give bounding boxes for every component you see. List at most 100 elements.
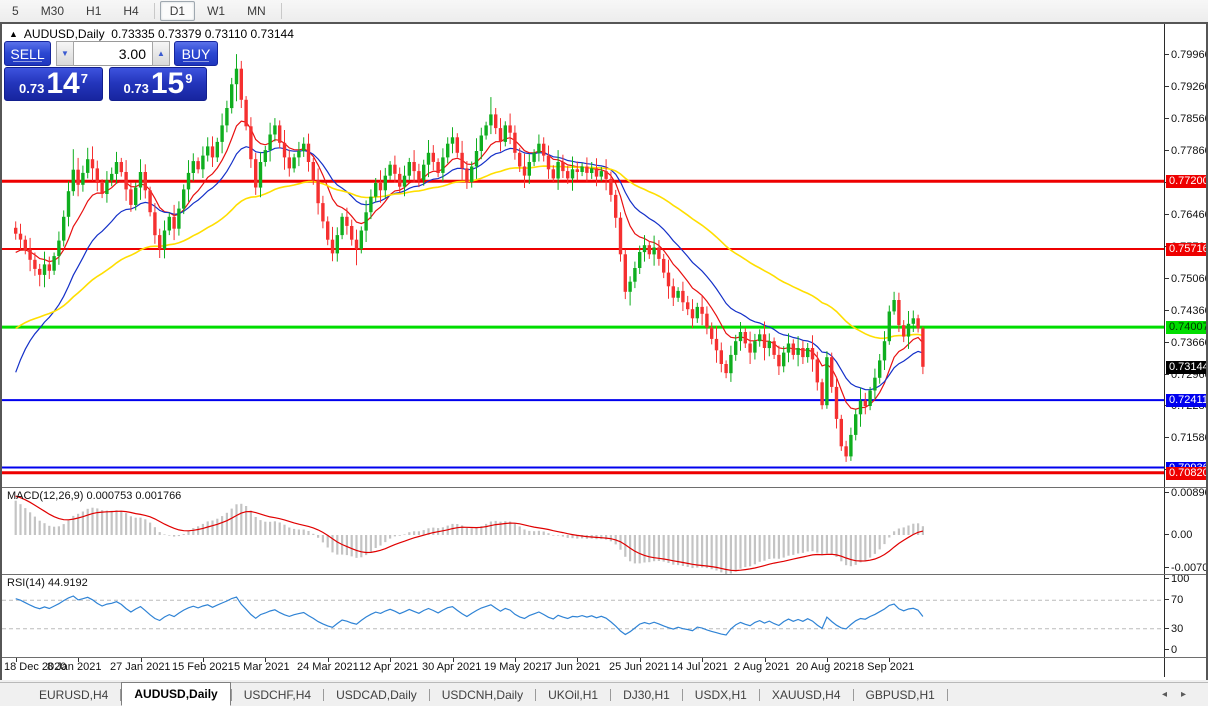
- candle-body: [892, 300, 896, 312]
- candle-body: [479, 135, 483, 151]
- timeframe-button-d1[interactable]: D1: [159, 1, 196, 21]
- macd-histogram-bar: [19, 504, 22, 535]
- timeframe-button-h1[interactable]: H1: [86, 4, 102, 18]
- macd-histogram-bar: [806, 535, 809, 552]
- main-chart-plot[interactable]: ▲ AUDUSD,Daily 0.73335 0.73379 0.73110 0.…: [2, 24, 1165, 487]
- macd-histogram-bar: [360, 535, 363, 558]
- candle-body: [287, 157, 291, 169]
- candle-body: [215, 141, 219, 158]
- chart-tab-usdx-h1[interactable]: USDX,H1: [694, 687, 747, 702]
- macd-histogram-bar: [427, 528, 430, 535]
- candle-body: [167, 216, 171, 231]
- date-label: 7 Jun 2021: [546, 661, 601, 673]
- macd-histogram-bar: [432, 527, 435, 535]
- candle-body: [330, 239, 335, 254]
- candle-body: [148, 190, 152, 213]
- candle-body: [729, 354, 733, 374]
- chart-tab-usdchf-h4[interactable]: USDCHF,H4: [243, 687, 312, 702]
- sell-price-base: 0.73: [19, 81, 45, 96]
- sell-price-button[interactable]: 0.73 14 7: [4, 67, 103, 101]
- candle-body: [119, 162, 123, 173]
- macd-histogram-bar: [696, 535, 699, 568]
- candle-body: [393, 164, 397, 174]
- macd-histogram-bar: [734, 535, 737, 572]
- candle-body: [657, 247, 661, 259]
- sell-underline: [13, 61, 42, 62]
- chart-tab-ukoil-h1[interactable]: UKOil,H1: [548, 687, 599, 702]
- macd-plot[interactable]: MACD(12,26,9) 0.000753 0.001766: [2, 488, 1165, 574]
- ohlc-values: 0.73335 0.73379 0.73110 0.73144: [111, 27, 294, 41]
- candle-body: [738, 332, 743, 342]
- chart-tab-usdcnh-daily[interactable]: USDCNH,Daily: [441, 687, 524, 702]
- macd-histogram-bar: [379, 535, 382, 546]
- macd-histogram-bar: [67, 520, 70, 535]
- chart-tab-xauusd-h4[interactable]: XAUUSD,H4: [771, 687, 841, 702]
- date-tick: [577, 658, 578, 662]
- rsi-tick-label: 30: [1165, 623, 1206, 635]
- chart-tab-eurusd-h4[interactable]: EURUSD,H4: [39, 687, 109, 702]
- timeframe-button-w1[interactable]: W1: [207, 4, 226, 18]
- candle-body: [398, 173, 402, 187]
- rsi-plot[interactable]: RSI(14) 44.9192: [2, 575, 1165, 657]
- candle-body: [52, 256, 56, 271]
- tab-scroll-nav: ◂ ▸: [1162, 683, 1208, 706]
- date-axis[interactable]: 18 Dec 2020 8 Jan 2021 27 Jan 2021 15 Feb 2…: [2, 658, 1165, 677]
- candle-body: [239, 68, 243, 100]
- buy-price-button[interactable]: 0.73 15 9: [109, 67, 207, 101]
- candle-body: [662, 258, 666, 273]
- ma-slow-line: [15, 165, 924, 340]
- chart-tab-gbpusd-h1[interactable]: GBPUSD,H1: [865, 687, 935, 702]
- macd-histogram-bar: [422, 530, 425, 535]
- chart-tab-audusd-daily[interactable]: AUDUSD,Daily: [121, 682, 231, 706]
- tab-separator: [852, 688, 854, 701]
- tab-scroll-right-icon[interactable]: ▸: [1180, 689, 1186, 700]
- candle-body: [196, 161, 200, 170]
- chart-tab-dj30-h1[interactable]: DJ30,H1: [623, 687, 670, 702]
- candle-body: [335, 235, 339, 254]
- collapse-panel-icon[interactable]: ▲: [9, 29, 18, 39]
- candle-body: [546, 155, 551, 170]
- buy-underline: [183, 61, 209, 62]
- candle-body: [412, 162, 416, 172]
- macd-histogram-bar: [350, 535, 353, 557]
- candle-body: [446, 143, 450, 158]
- tab-scroll-left-icon[interactable]: ◂: [1161, 689, 1167, 700]
- candle-body: [134, 187, 138, 205]
- volume-decrease-button[interactable]: ▼: [56, 41, 74, 66]
- candle-body: [614, 194, 618, 218]
- buy-price-big: 15: [150, 67, 185, 100]
- macd-histogram-bar: [461, 525, 464, 535]
- price-axis[interactable]: 0.799600.792600.785600.778600.771600.764…: [1165, 24, 1206, 487]
- timeframe-button-h4[interactable]: H4: [123, 4, 139, 18]
- volume-input[interactable]: [74, 41, 152, 66]
- chart-tab-usdcad-daily[interactable]: USDCAD,Daily: [336, 687, 417, 702]
- macd-histogram-bar: [835, 535, 838, 557]
- timeframe-button-m30[interactable]: M30: [40, 4, 65, 18]
- sell-button[interactable]: SELL: [4, 41, 51, 66]
- candle-body: [806, 348, 810, 358]
- macd-histogram-bar: [739, 535, 742, 569]
- buy-button[interactable]: BUY: [174, 41, 218, 66]
- candle-body: [858, 400, 863, 415]
- candle-body: [455, 137, 459, 153]
- candle-body: [498, 128, 503, 142]
- candle-body: [911, 318, 915, 324]
- timeframe-button-5[interactable]: 5: [12, 4, 19, 18]
- macd-histogram-bar: [624, 535, 627, 557]
- volume-increase-button[interactable]: ▲: [152, 41, 170, 66]
- rsi-chart: [2, 595, 1164, 636]
- macd-histogram-bar: [245, 506, 248, 535]
- candle-body: [297, 151, 301, 158]
- timeframe-button-mn[interactable]: MN: [247, 4, 266, 18]
- rsi-tick-label: 100: [1165, 575, 1206, 585]
- candle-body: [162, 230, 167, 249]
- macd-histogram-bar: [605, 535, 608, 540]
- date-axis-row: 18 Dec 2020 8 Jan 2021 27 Jan 2021 15 Feb 2…: [2, 658, 1206, 677]
- candle-body: [110, 173, 114, 181]
- date-tick: [16, 658, 17, 662]
- date-tick: [889, 658, 890, 662]
- macd-histogram-bar: [600, 535, 603, 540]
